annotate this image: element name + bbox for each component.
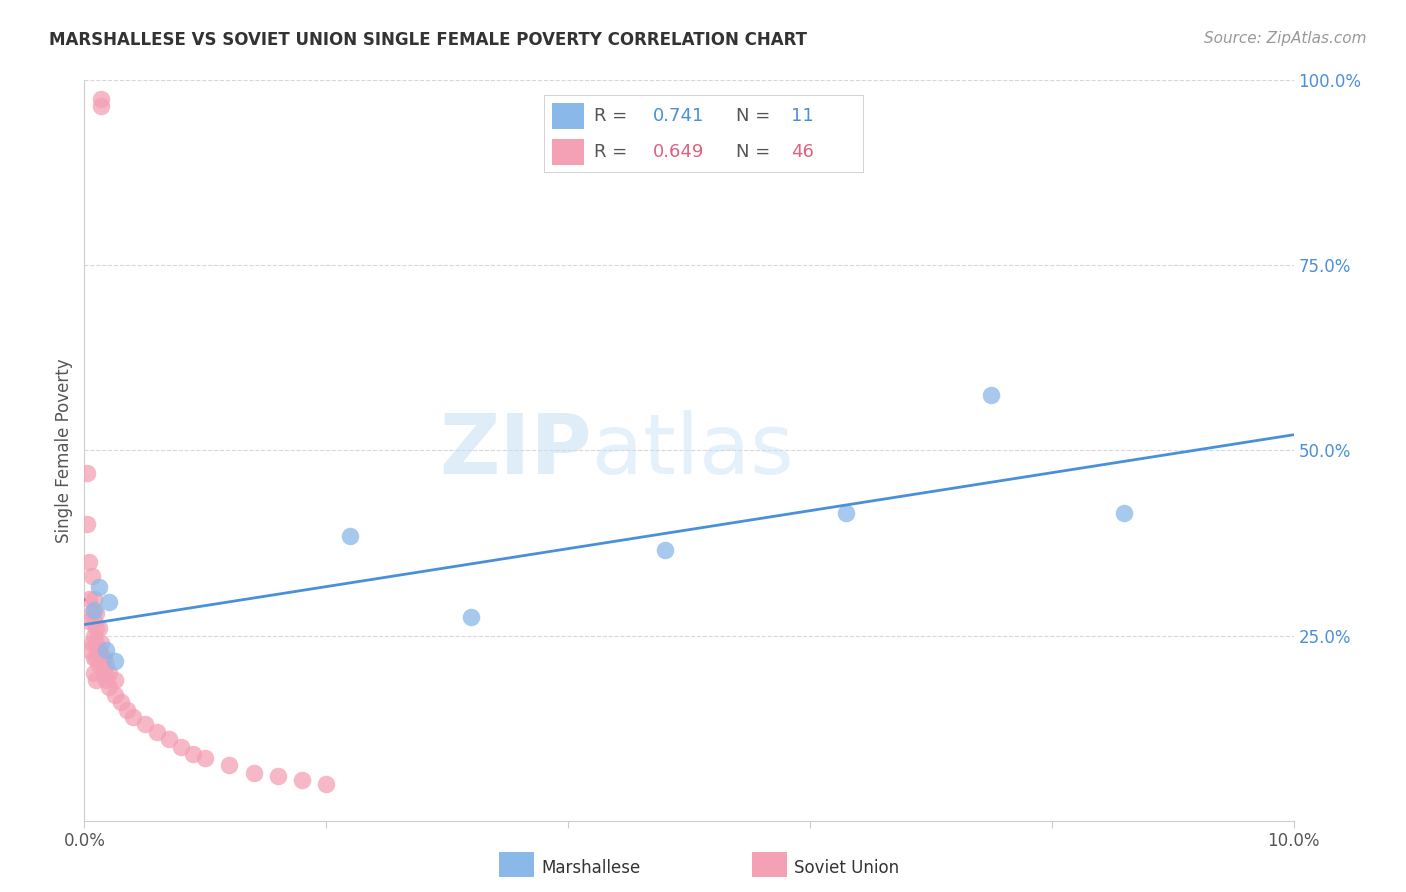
Point	[104, 688, 127, 702]
Point	[339, 528, 361, 542]
Point	[980, 388, 1002, 402]
Point	[110, 695, 132, 709]
Text: MARSHALLESE VS SOVIET UNION SINGLE FEMALE POVERTY CORRELATION CHART: MARSHALLESE VS SOVIET UNION SINGLE FEMAL…	[49, 31, 807, 49]
Point	[86, 607, 108, 621]
Point	[115, 703, 138, 717]
Point	[83, 614, 105, 628]
Point	[77, 614, 100, 628]
Point	[77, 555, 100, 569]
Point	[181, 747, 204, 761]
Text: atlas: atlas	[592, 410, 794, 491]
Point	[291, 772, 314, 787]
Point	[1114, 507, 1136, 521]
Point	[86, 636, 108, 650]
Point	[146, 724, 169, 739]
Point	[86, 621, 108, 635]
Point	[104, 655, 127, 669]
Point	[97, 665, 120, 680]
Point	[93, 650, 115, 665]
Point	[242, 765, 264, 780]
Point	[97, 595, 120, 609]
Point	[194, 750, 217, 764]
Point	[94, 643, 117, 657]
Point	[83, 628, 105, 642]
Point	[218, 758, 240, 772]
Point	[157, 732, 180, 747]
Point	[90, 92, 112, 106]
Point	[460, 610, 482, 624]
Point	[97, 681, 120, 695]
Text: Soviet Union: Soviet Union	[794, 859, 900, 877]
Point	[83, 650, 105, 665]
Point	[80, 569, 103, 583]
Point	[86, 650, 108, 665]
Point	[90, 99, 112, 113]
Text: Source: ZipAtlas.com: Source: ZipAtlas.com	[1204, 31, 1367, 46]
Point	[90, 650, 112, 665]
Point	[134, 717, 156, 731]
Point	[87, 621, 110, 635]
Point	[87, 643, 110, 657]
Text: Marshallese: Marshallese	[541, 859, 641, 877]
Point	[83, 665, 105, 680]
Point	[80, 607, 103, 621]
Point	[94, 673, 117, 687]
Point	[87, 658, 110, 673]
Y-axis label: Single Female Poverty: Single Female Poverty	[55, 359, 73, 542]
Point	[76, 517, 98, 532]
Point	[654, 543, 676, 558]
Point	[76, 466, 98, 480]
Point	[87, 581, 110, 595]
Point	[80, 636, 103, 650]
Point	[83, 591, 105, 606]
Point	[86, 673, 108, 687]
Point	[315, 776, 337, 791]
Point	[83, 602, 105, 616]
Point	[90, 636, 112, 650]
Point	[77, 643, 100, 657]
Point	[267, 769, 290, 783]
Point	[77, 591, 100, 606]
Point	[170, 739, 193, 754]
Point	[93, 665, 115, 680]
Point	[121, 710, 143, 724]
Point	[104, 673, 127, 687]
Text: ZIP: ZIP	[440, 410, 592, 491]
Point	[94, 658, 117, 673]
Point	[835, 507, 858, 521]
